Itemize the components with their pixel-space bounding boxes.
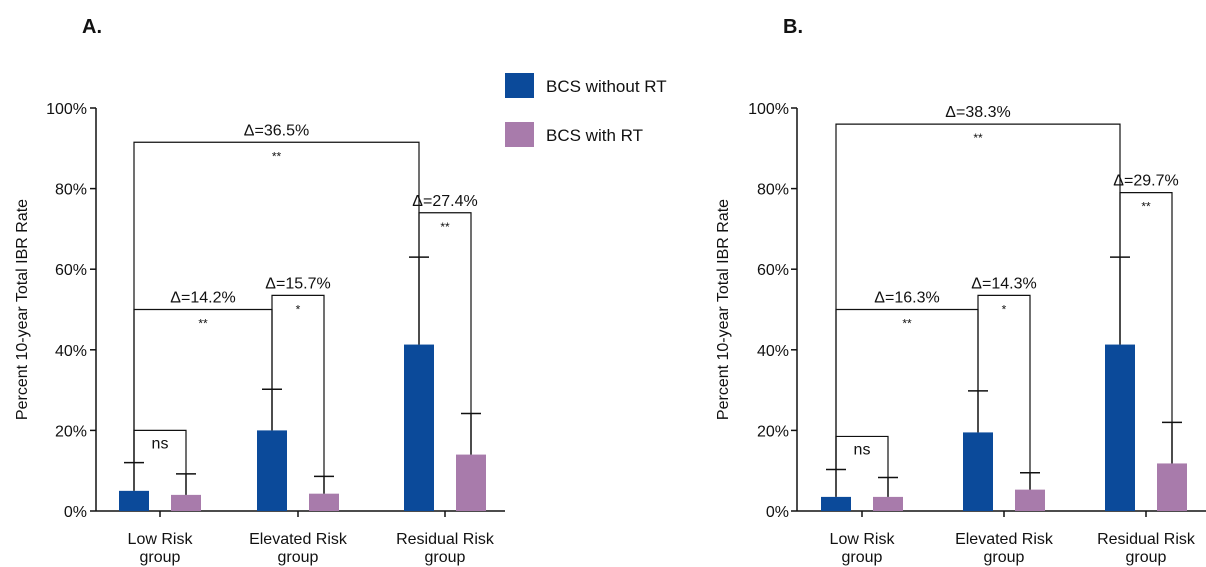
- y-tick-label: 40%: [55, 343, 87, 360]
- significance-label: **: [198, 317, 208, 331]
- significance-bracket: [418, 212, 472, 414]
- panel-label: B.: [783, 16, 803, 38]
- delta-label: Δ=36.5%: [244, 122, 309, 139]
- significance-bracket: [271, 294, 325, 477]
- bar: [821, 496, 851, 511]
- x-tick-label: Low Risk: [830, 531, 896, 548]
- y-tick-label: 80%: [55, 182, 87, 199]
- significance-label: ns: [854, 441, 871, 458]
- x-tick-label: Elevated Risk: [249, 531, 348, 548]
- delta-label: Δ=16.3%: [874, 290, 939, 307]
- bar: [1015, 489, 1045, 511]
- bar: [257, 430, 287, 511]
- x-tick-label: group: [278, 549, 319, 566]
- y-tick-label: 20%: [757, 423, 789, 440]
- y-tick-label: 20%: [55, 423, 87, 440]
- significance-label: *: [296, 302, 301, 316]
- significance-bracket: [133, 141, 420, 463]
- significance-label: **: [1141, 200, 1151, 214]
- y-axis-title: Percent 10-year Total IBR Rate: [715, 199, 732, 420]
- legend-label: BCS without RT: [546, 77, 667, 96]
- delta-label: Δ=14.2%: [170, 290, 235, 307]
- y-tick-label: 0%: [64, 504, 87, 521]
- y-tick-label: 60%: [55, 262, 87, 279]
- delta-label: Δ=27.4%: [412, 193, 477, 210]
- bar: [119, 490, 149, 511]
- legend-label: BCS with RT: [546, 126, 643, 145]
- significance-label: **: [272, 149, 282, 163]
- y-tick-label: 80%: [757, 182, 789, 199]
- significance-label: ns: [152, 435, 169, 452]
- bar: [873, 496, 903, 511]
- delta-label: Δ=29.7%: [1113, 173, 1178, 190]
- bar: [1157, 463, 1187, 511]
- significance-label: **: [973, 131, 983, 145]
- panel-b: B. Percent 10-year Total IBR Rate 0% 20% 40%…: [715, 16, 1206, 566]
- significance-bracket: [1119, 192, 1173, 423]
- y-tick-label: 100%: [46, 101, 87, 118]
- legend-swatch: [505, 122, 534, 147]
- significance-label: **: [902, 317, 912, 331]
- x-tick-label: Elevated Risk: [955, 531, 1054, 548]
- legend-swatch: [505, 73, 534, 98]
- significance-bracket: [835, 123, 1121, 470]
- x-tick-label: group: [984, 549, 1025, 566]
- x-tick-label: Low Risk: [128, 531, 194, 548]
- x-tick-label: Residual Risk: [396, 531, 495, 548]
- significance-bracket: [133, 429, 187, 474]
- bar: [456, 454, 486, 511]
- bar: [309, 493, 339, 511]
- x-tick-label: group: [1126, 549, 1167, 566]
- bar: [1105, 344, 1135, 511]
- significance-label: **: [440, 220, 450, 234]
- delta-label: Δ=38.3%: [945, 104, 1010, 121]
- significance-label: *: [1002, 302, 1007, 316]
- y-axis-title: Percent 10-year Total IBR Rate: [14, 199, 31, 420]
- significance-bracket: [977, 294, 1031, 473]
- bar: [963, 432, 993, 511]
- x-tick-label: group: [425, 549, 466, 566]
- delta-label: Δ=14.3%: [971, 275, 1036, 292]
- delta-label: Δ=15.7%: [265, 275, 330, 292]
- y-tick-label: 0%: [766, 504, 789, 521]
- legend: BCS without RT BCS with RT: [505, 73, 667, 147]
- y-tick-label: 40%: [757, 343, 789, 360]
- panel-label: A.: [82, 16, 102, 38]
- y-tick-label: 100%: [748, 101, 789, 118]
- x-tick-label: group: [140, 549, 181, 566]
- bar: [404, 344, 434, 511]
- panel-a: A. Percent 10-year Total IBR Rate 0% 20% 40%…: [14, 16, 505, 566]
- y-tick-label: 60%: [757, 262, 789, 279]
- bar: [171, 494, 201, 511]
- significance-bracket: [835, 435, 889, 478]
- x-tick-label: Residual Risk: [1097, 531, 1196, 548]
- x-tick-label: group: [842, 549, 883, 566]
